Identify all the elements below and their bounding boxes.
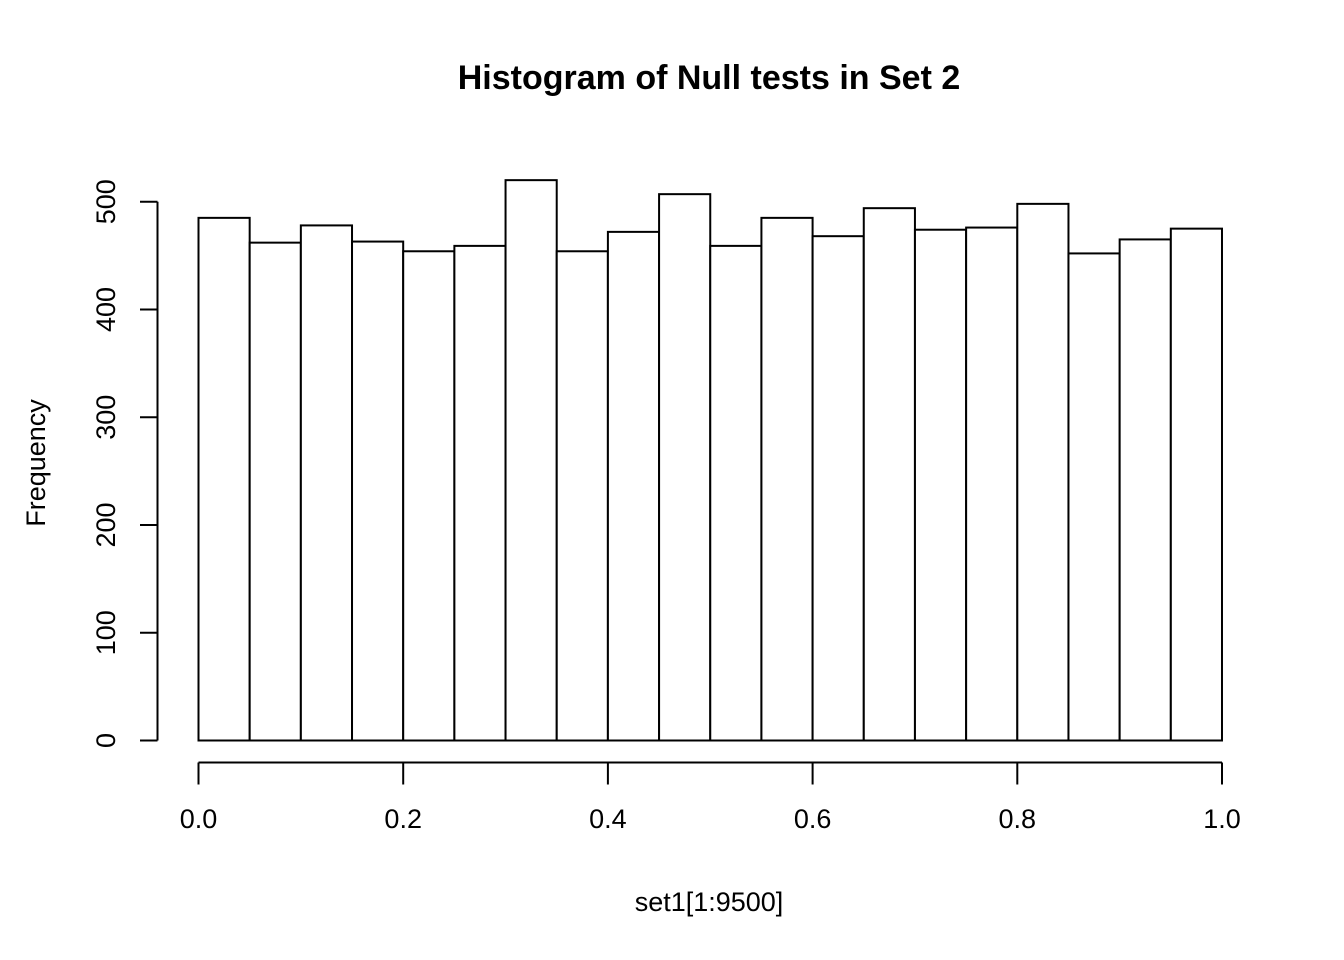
y-tick-label: 500 bbox=[91, 179, 121, 224]
histogram-bar bbox=[1118, 238, 1172, 742]
histogram-bar bbox=[351, 240, 405, 742]
x-axis-label: set1[1:9500] bbox=[635, 887, 784, 917]
histogram-bar bbox=[811, 235, 865, 742]
histogram-bar bbox=[760, 216, 814, 742]
histogram-bar bbox=[504, 179, 558, 742]
histogram-bar bbox=[453, 244, 507, 742]
histogram-bar bbox=[1169, 227, 1223, 742]
histogram-bar bbox=[913, 228, 968, 742]
histogram-bar bbox=[862, 207, 916, 742]
x-tick-label: 0.0 bbox=[180, 804, 218, 834]
histogram-bar bbox=[965, 226, 1019, 742]
histogram-bar bbox=[402, 250, 456, 742]
histogram-bar bbox=[1067, 252, 1121, 742]
x-tick-label: 0.6 bbox=[794, 804, 832, 834]
histogram-bar bbox=[555, 250, 609, 742]
histogram-bar bbox=[709, 244, 763, 742]
histogram-bar bbox=[197, 216, 251, 742]
y-tick-label: 200 bbox=[91, 502, 121, 547]
y-tick-label: 100 bbox=[91, 610, 121, 655]
y-axis-label: Frequency bbox=[21, 399, 51, 527]
histogram-bar bbox=[299, 224, 354, 742]
histogram-bar bbox=[658, 193, 712, 742]
bars-group bbox=[197, 179, 1223, 742]
y-tick-label: 300 bbox=[91, 395, 121, 440]
y-axis: 0 100 200 300 400 500 bbox=[91, 179, 159, 748]
chart-title: Histogram of Null tests in Set 2 bbox=[458, 59, 961, 97]
histogram-bar bbox=[606, 230, 661, 742]
y-tick-label: 0 bbox=[91, 733, 121, 748]
histogram-bar bbox=[1016, 202, 1070, 742]
x-tick-label: 0.8 bbox=[999, 804, 1037, 834]
x-axis: 0.0 0.2 0.4 0.6 0.8 1.0 bbox=[180, 761, 1241, 834]
y-tick-label: 400 bbox=[91, 287, 121, 332]
x-tick-label: 1.0 bbox=[1203, 804, 1241, 834]
histogram-bar bbox=[248, 241, 302, 742]
x-tick-label: 0.2 bbox=[384, 804, 422, 834]
x-tick-label: 0.4 bbox=[589, 804, 627, 834]
